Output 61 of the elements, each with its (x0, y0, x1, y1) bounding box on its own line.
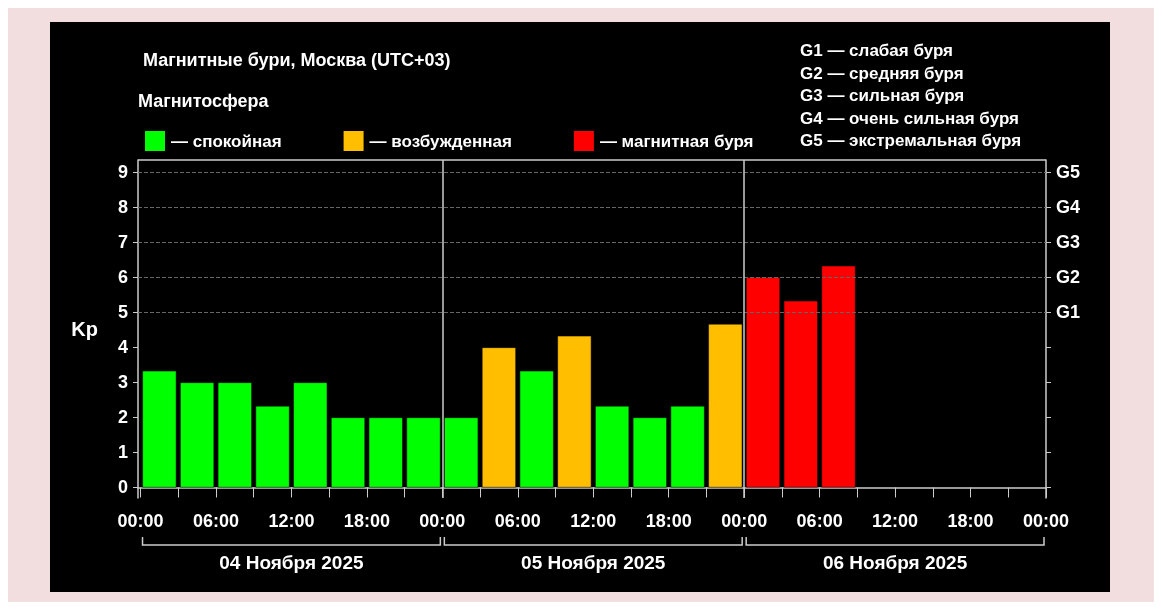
x-tick-label: 18:00 (343, 511, 390, 531)
text: G5 — экстремальная буря (800, 131, 1022, 150)
x-tick-label: 00:00 (1022, 511, 1070, 531)
y-tick-label: 8 (117, 197, 128, 218)
y-tick-label: 2 (117, 407, 128, 428)
bar (180, 382, 215, 488)
x-tick-label: 12:00 (570, 511, 617, 531)
ref-line-label: G2 (1056, 267, 1081, 288)
text: 05 Ноября 2025 (521, 552, 666, 573)
bar (255, 405, 290, 488)
bar (142, 370, 177, 488)
legend-label: — спокойная (171, 131, 282, 151)
text: G3 — сильная буря (800, 86, 965, 105)
text: 06 Ноября 2025 (822, 552, 968, 573)
bar (708, 323, 743, 488)
bar (632, 417, 667, 488)
text: G4 — очень сильная буря (800, 108, 1019, 128)
bar (217, 382, 252, 488)
x-tick-label: 12:00 (872, 511, 919, 531)
y-tick-label: 0 (117, 477, 128, 498)
y-tick-label: 4 (117, 337, 128, 358)
ref-line-label: G5 (1056, 162, 1081, 183)
x-tick-label: 18:00 (645, 511, 692, 531)
bar (331, 417, 365, 488)
text: G1 — слабая буря (800, 41, 954, 60)
bar (557, 335, 592, 488)
x-tick-label: 00:00 (419, 511, 466, 531)
bar (368, 417, 403, 488)
text: 04 Ноября 2025 (219, 552, 365, 573)
y-tick-label: 7 (117, 232, 128, 253)
bar (595, 405, 630, 488)
x-tick-label: 06:00 (796, 511, 843, 531)
bar (783, 300, 818, 488)
bar (670, 405, 705, 488)
x-tick-label: 06:00 (192, 511, 239, 531)
ref-line-label: G3 (1056, 232, 1081, 253)
y-tick-label: 6 (117, 267, 128, 288)
chart-title: Магнитные бури, Москва (UTC+03) (143, 50, 451, 70)
y-axis-title: Kp (71, 318, 98, 340)
legend-title: Магнитосфера (138, 91, 270, 111)
text: G2 — средняя буря (800, 63, 964, 83)
x-tick-label: 12:00 (268, 511, 315, 531)
y-tick-label: 3 (117, 372, 128, 393)
bar (519, 370, 554, 488)
bar (821, 265, 856, 488)
bar (293, 382, 328, 488)
y-tick-label: 5 (117, 302, 128, 323)
legend-label: — магнитная буря (599, 131, 754, 151)
x-tick-label: 00:00 (117, 511, 164, 531)
bar (444, 417, 479, 488)
ref-line-label: G1 (1056, 302, 1081, 323)
bar (481, 347, 516, 488)
y-tick-label: 1 (117, 442, 128, 463)
x-tick-label: 00:00 (721, 511, 768, 531)
legend-label: — возбужденная (369, 131, 512, 151)
bar (406, 417, 441, 488)
x-tick-label: 18:00 (947, 511, 994, 531)
bar (746, 277, 781, 488)
y-tick-label: 9 (117, 162, 128, 183)
ref-line-label: G4 (1056, 197, 1081, 218)
x-tick-label: 06:00 (494, 511, 541, 531)
